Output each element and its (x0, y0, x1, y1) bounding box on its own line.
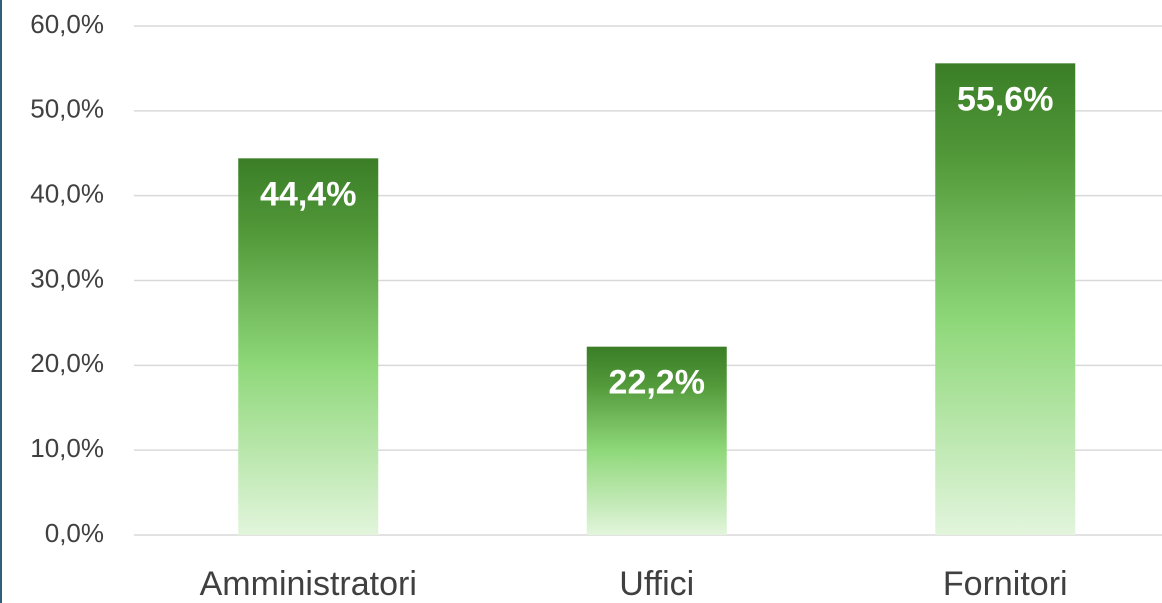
value-label: 44,4% (260, 175, 356, 213)
x-tick-label: Fornitori (943, 565, 1068, 603)
y-tick-label: 60,0% (30, 9, 104, 39)
x-tick-label: Uffici (619, 565, 694, 603)
y-tick-label: 40,0% (30, 179, 104, 209)
bar (586, 346, 727, 535)
y-tick-label: 0,0% (45, 518, 104, 548)
bar (238, 158, 379, 535)
y-tick-label: 50,0% (30, 94, 104, 124)
y-tick-label: 20,0% (30, 348, 104, 378)
value-label: 22,2% (609, 364, 705, 402)
y-tick-label: 30,0% (30, 263, 104, 293)
value-label: 55,6% (957, 80, 1053, 118)
x-tick-label: Amministratori (200, 565, 417, 603)
y-tick-label: 10,0% (30, 433, 104, 463)
edge (0, 0, 2, 603)
bar (935, 63, 1076, 536)
